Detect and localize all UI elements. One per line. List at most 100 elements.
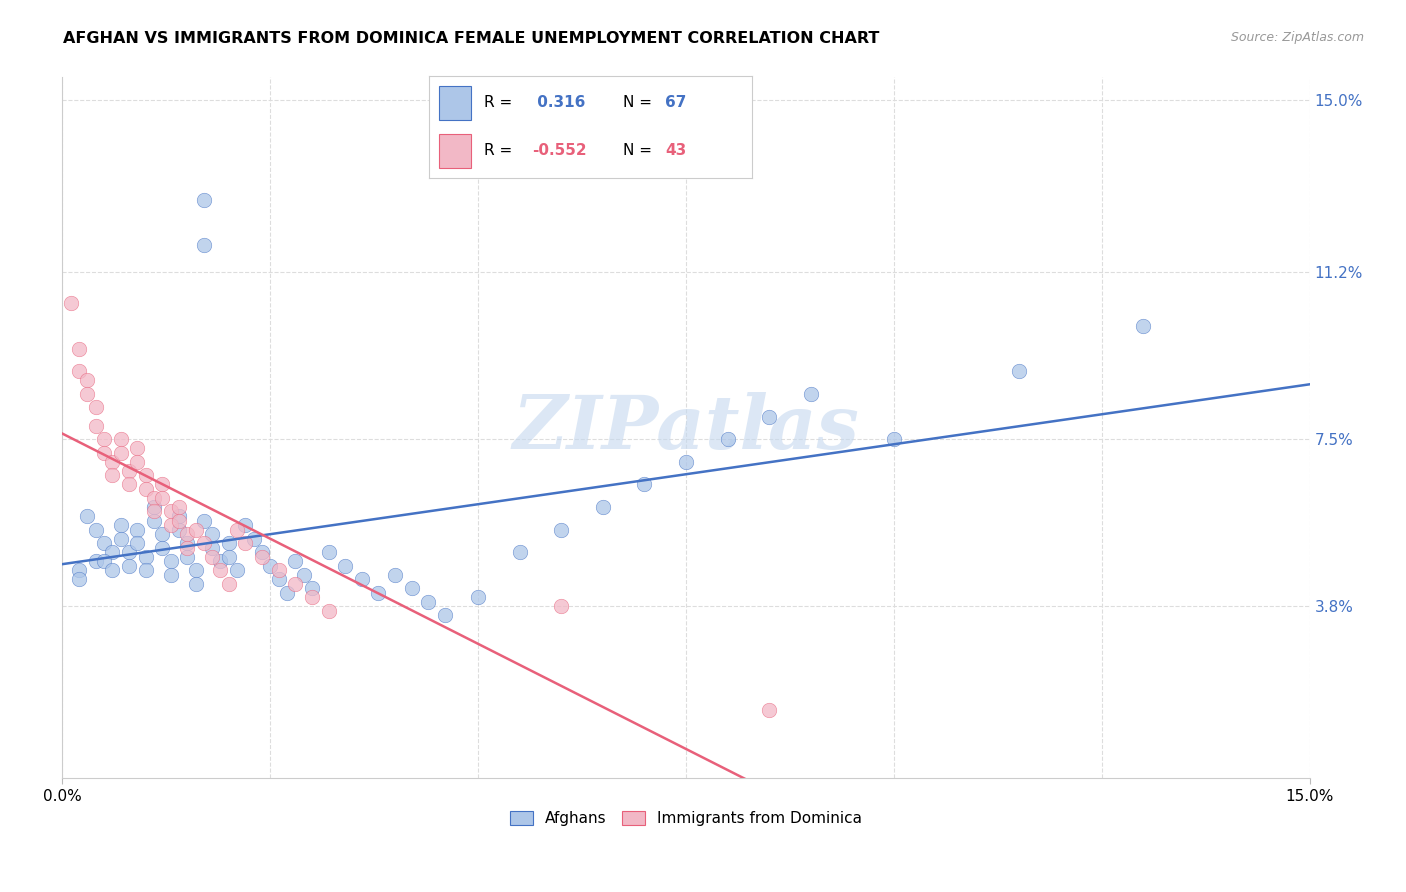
Point [242, 532, 264, 546]
FancyBboxPatch shape [439, 135, 471, 168]
Point [176, 536, 198, 550]
Text: N =: N = [623, 144, 652, 158]
Point [176, 527, 198, 541]
Point [1007, 364, 1029, 378]
Point [550, 523, 572, 537]
Point [167, 514, 190, 528]
Point [401, 582, 423, 596]
Point [101, 468, 124, 483]
Point [93, 432, 115, 446]
Point [218, 576, 240, 591]
Point [118, 477, 141, 491]
Point [193, 193, 215, 207]
Point [592, 500, 614, 514]
Point [93, 536, 115, 550]
Point [127, 523, 149, 537]
Point [159, 504, 181, 518]
Point [159, 518, 181, 533]
Point [67, 342, 90, 356]
Point [633, 477, 655, 491]
Point [250, 549, 273, 564]
Point [467, 591, 489, 605]
Point [150, 527, 173, 541]
Point [276, 586, 298, 600]
Point [193, 514, 215, 528]
Point [127, 455, 149, 469]
Point [235, 518, 257, 533]
Point [418, 595, 440, 609]
Point [135, 549, 157, 564]
Point [209, 554, 232, 568]
Text: -0.552: -0.552 [533, 144, 586, 158]
Point [110, 532, 132, 546]
Point [318, 545, 340, 559]
Point [76, 373, 98, 387]
Point [284, 554, 307, 568]
Point [84, 418, 107, 433]
Point [675, 455, 697, 469]
Point [110, 518, 132, 533]
Point [717, 432, 740, 446]
Point [176, 549, 198, 564]
Point [184, 563, 207, 577]
Point [84, 523, 107, 537]
Point [84, 401, 107, 415]
Point [142, 514, 165, 528]
Point [118, 558, 141, 573]
Point [318, 604, 340, 618]
FancyBboxPatch shape [439, 87, 471, 120]
Point [226, 523, 249, 537]
Point [292, 567, 315, 582]
Point [167, 523, 190, 537]
Text: AFGHAN VS IMMIGRANTS FROM DOMINICA FEMALE UNEMPLOYMENT CORRELATION CHART: AFGHAN VS IMMIGRANTS FROM DOMINICA FEMAL… [63, 31, 880, 46]
Point [201, 541, 224, 555]
Point [235, 536, 257, 550]
Point [1132, 319, 1154, 334]
Point [101, 563, 124, 577]
Point [142, 500, 165, 514]
Point [59, 296, 82, 310]
Point [110, 432, 132, 446]
Point [76, 508, 98, 523]
Point [84, 554, 107, 568]
Point [758, 703, 780, 717]
Point [150, 491, 173, 505]
Point [135, 482, 157, 496]
Point [159, 567, 181, 582]
Point [135, 563, 157, 577]
Point [201, 527, 224, 541]
Point [367, 586, 389, 600]
Text: 67: 67 [665, 95, 686, 110]
Point [218, 536, 240, 550]
Point [93, 554, 115, 568]
Point [800, 387, 823, 401]
Point [335, 558, 357, 573]
Text: 0.316: 0.316 [533, 95, 586, 110]
Point [142, 504, 165, 518]
Point [67, 364, 90, 378]
Point [118, 464, 141, 478]
Point [127, 441, 149, 455]
Point [201, 549, 224, 564]
Point [67, 572, 90, 586]
Point [184, 523, 207, 537]
Point [384, 567, 406, 582]
Point [127, 536, 149, 550]
Point [250, 545, 273, 559]
Point [142, 491, 165, 505]
Point [758, 409, 780, 424]
Point [509, 545, 531, 559]
Point [193, 536, 215, 550]
Point [135, 468, 157, 483]
Text: R =: R = [484, 144, 512, 158]
Point [167, 508, 190, 523]
Point [110, 446, 132, 460]
Point [184, 576, 207, 591]
Point [301, 582, 323, 596]
Point [67, 563, 90, 577]
Point [101, 455, 124, 469]
Point [101, 545, 124, 559]
Point [167, 500, 190, 514]
Point [176, 541, 198, 555]
Point [284, 576, 307, 591]
